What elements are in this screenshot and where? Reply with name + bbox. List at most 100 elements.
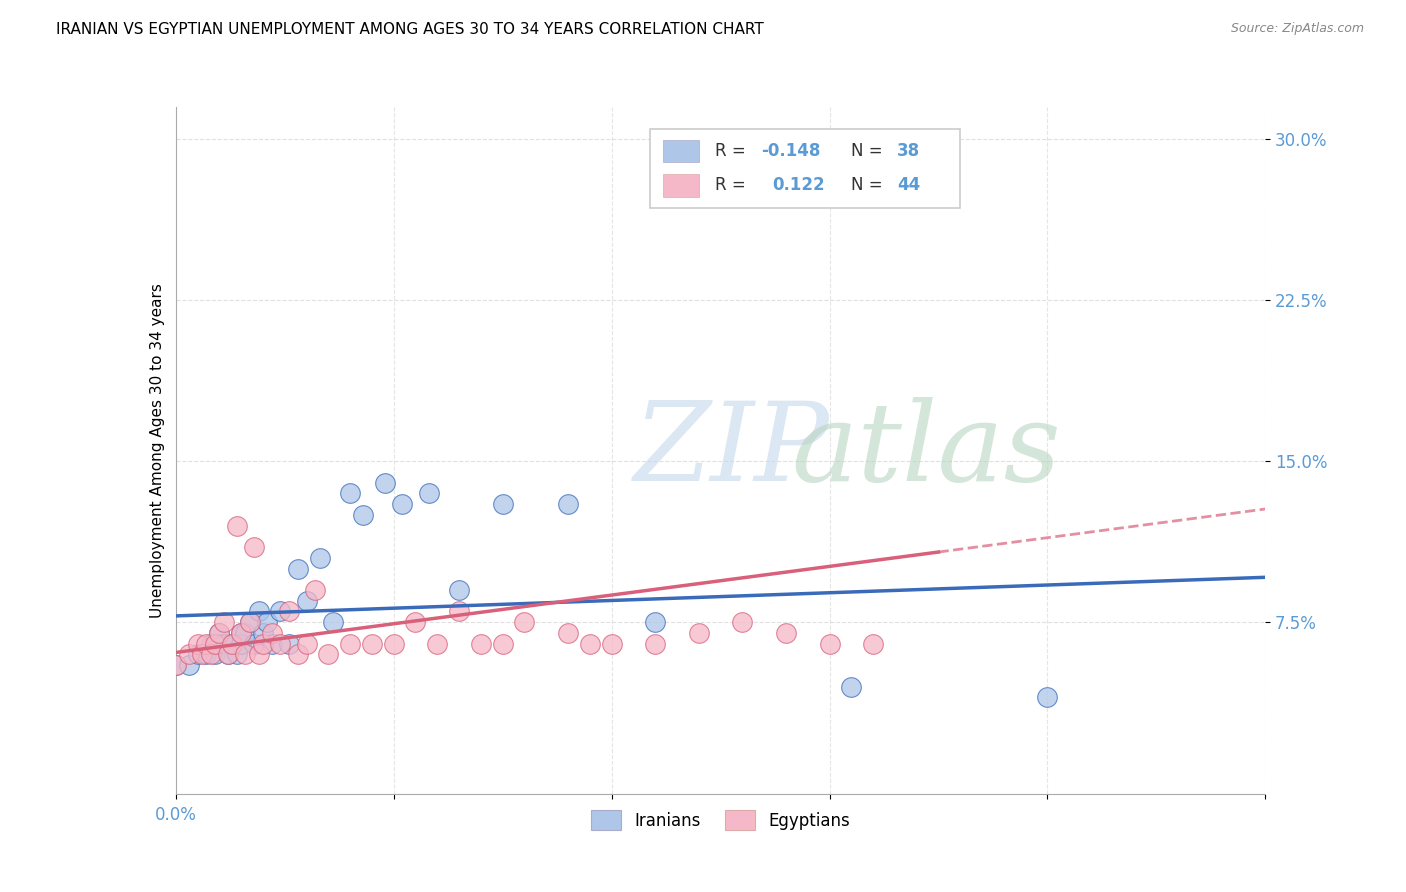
Text: atlas: atlas <box>792 397 1062 504</box>
Text: 0.0%: 0.0% <box>155 806 197 824</box>
Point <box>200 637 222 651</box>
Point <box>177 658 200 673</box>
Point <box>405 615 427 630</box>
Point <box>208 637 231 651</box>
Point <box>339 637 361 651</box>
Point <box>243 540 266 554</box>
Point <box>360 637 382 651</box>
Point <box>239 615 262 630</box>
Point <box>165 658 187 673</box>
Point <box>208 626 231 640</box>
Point <box>231 626 253 640</box>
Point <box>557 497 579 511</box>
Text: 38: 38 <box>897 142 920 160</box>
Point <box>374 475 396 490</box>
Point <box>204 648 226 662</box>
Point <box>252 626 274 640</box>
Point <box>731 615 754 630</box>
Point <box>447 604 470 618</box>
Point <box>177 648 200 662</box>
Point <box>295 637 318 651</box>
Point <box>269 637 291 651</box>
Point <box>212 637 235 651</box>
Point <box>426 637 449 651</box>
Point <box>382 637 405 651</box>
Point <box>235 648 257 662</box>
Point <box>644 615 666 630</box>
FancyBboxPatch shape <box>650 129 960 208</box>
Point <box>200 648 222 662</box>
Point <box>212 615 235 630</box>
Point <box>195 637 218 651</box>
Point <box>217 648 239 662</box>
Point <box>557 626 579 640</box>
Point <box>339 486 361 500</box>
Point <box>186 637 209 651</box>
Point <box>191 648 214 662</box>
Point <box>308 550 330 565</box>
Text: R =: R = <box>716 177 756 194</box>
Point <box>208 626 231 640</box>
Point <box>225 648 247 662</box>
Point <box>304 582 326 597</box>
Point <box>391 497 413 511</box>
Point <box>818 637 841 651</box>
Point <box>928 153 950 168</box>
Point <box>260 637 283 651</box>
Point <box>862 637 884 651</box>
Point <box>318 648 340 662</box>
Text: N =: N = <box>852 142 889 160</box>
Point <box>278 604 301 618</box>
Point <box>186 648 209 662</box>
Point <box>295 593 318 607</box>
Point <box>195 648 218 662</box>
Point <box>287 648 309 662</box>
Point <box>470 637 492 651</box>
Point <box>269 604 291 618</box>
Point <box>165 658 187 673</box>
Text: -0.148: -0.148 <box>761 142 820 160</box>
Point <box>322 615 344 630</box>
Point <box>644 637 666 651</box>
Point <box>688 626 710 640</box>
Point <box>287 561 309 575</box>
FancyBboxPatch shape <box>662 174 699 196</box>
Point <box>225 518 247 533</box>
Text: 0.122: 0.122 <box>772 177 824 194</box>
Text: R =: R = <box>716 142 751 160</box>
Point <box>217 648 239 662</box>
Text: IRANIAN VS EGYPTIAN UNEMPLOYMENT AMONG AGES 30 TO 34 YEARS CORRELATION CHART: IRANIAN VS EGYPTIAN UNEMPLOYMENT AMONG A… <box>56 22 763 37</box>
Point <box>247 648 270 662</box>
Point <box>492 637 515 651</box>
Point <box>256 615 278 630</box>
Point <box>231 637 253 651</box>
Point <box>221 637 243 651</box>
Point <box>252 637 274 651</box>
Text: Source: ZipAtlas.com: Source: ZipAtlas.com <box>1230 22 1364 36</box>
FancyBboxPatch shape <box>662 140 699 162</box>
Text: 44: 44 <box>897 177 921 194</box>
Point <box>243 637 266 651</box>
Legend: Iranians, Egyptians: Iranians, Egyptians <box>583 804 858 837</box>
Point <box>513 615 536 630</box>
Text: ZIP: ZIP <box>633 397 830 504</box>
Point <box>221 637 243 651</box>
Point <box>278 637 301 651</box>
Text: N =: N = <box>852 177 889 194</box>
Point <box>260 626 283 640</box>
Point <box>352 508 374 522</box>
Point <box>204 637 226 651</box>
Point <box>600 637 623 651</box>
Point <box>775 626 797 640</box>
Point <box>231 626 253 640</box>
Point <box>447 582 470 597</box>
Point <box>841 680 863 694</box>
Point <box>247 604 270 618</box>
Point <box>235 626 257 640</box>
Point <box>418 486 440 500</box>
Y-axis label: Unemployment Among Ages 30 to 34 years: Unemployment Among Ages 30 to 34 years <box>149 283 165 618</box>
Point <box>492 497 515 511</box>
Point <box>239 615 262 630</box>
Point <box>1036 690 1059 705</box>
Point <box>579 637 602 651</box>
